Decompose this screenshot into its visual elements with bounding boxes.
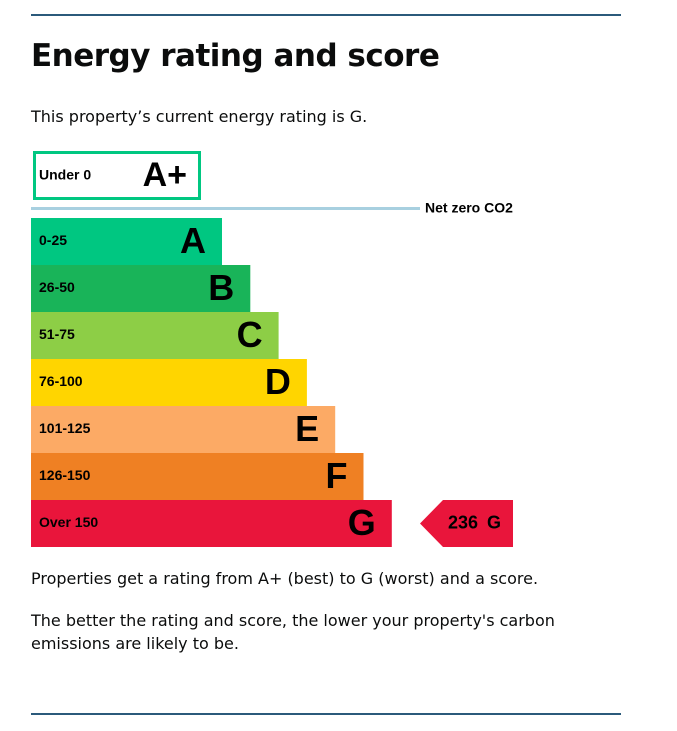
band-letter: A [180, 220, 206, 261]
band-box [33, 151, 201, 200]
top-rule [31, 14, 621, 16]
band [31, 406, 336, 453]
band-letter: B [208, 267, 234, 308]
band-range: Under 0 [39, 167, 91, 183]
current-rating-arrow [420, 500, 513, 547]
current-letter: G [487, 512, 501, 532]
net-zero-label: Net zero CO2 [425, 200, 513, 216]
note: The better the rating and score, the low… [31, 611, 555, 653]
band-range: 51-75 [39, 326, 75, 342]
band-range: 101-125 [39, 420, 91, 436]
band [31, 312, 279, 359]
band [31, 218, 222, 265]
band [31, 453, 364, 500]
band [31, 265, 251, 312]
rating-scale: Under 0 A+ 0-25 A 26-50 B 51-75 C 76-100 D 101-125… [31, 151, 513, 547]
band [31, 500, 392, 547]
band-range: 26-50 [39, 279, 75, 295]
band-letter: A+ [143, 156, 187, 194]
band-range: 0-25 [39, 232, 67, 248]
intro: This property’s current energy rating is… [31, 107, 368, 126]
band-range: Over 150 [39, 514, 98, 530]
title: Energy rating and score [31, 38, 440, 74]
current-score: 236 [448, 512, 478, 532]
band-letter: C [237, 314, 263, 355]
note: Properties get a rating from A+ (best) t… [31, 569, 539, 588]
band-range: 76-100 [39, 373, 83, 389]
band-letter: G [348, 502, 376, 543]
band-letter: F [326, 455, 348, 496]
band-letter: D [265, 361, 291, 402]
band-letter: E [295, 408, 319, 449]
band [31, 359, 307, 406]
band-range: 126-150 [39, 467, 91, 483]
bottom-rule [31, 713, 621, 715]
